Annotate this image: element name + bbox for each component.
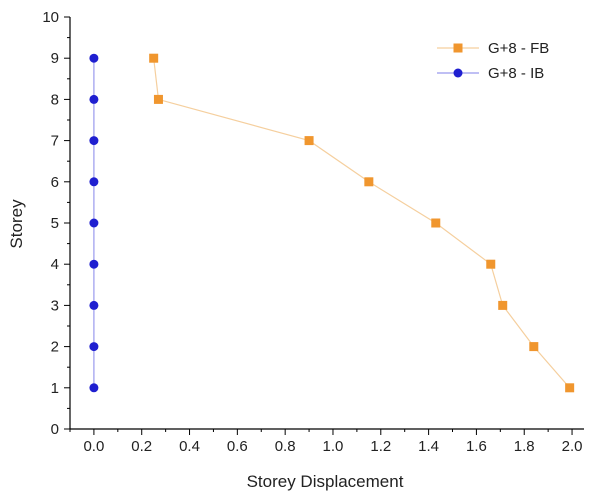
x-tick-label: 0.6 bbox=[227, 438, 248, 455]
legend-label: G+8 - FB bbox=[488, 40, 549, 57]
data-point-square bbox=[565, 383, 575, 393]
plot-series bbox=[89, 53, 575, 393]
data-point-circle bbox=[89, 53, 99, 63]
x-tick-label: 1.2 bbox=[370, 438, 391, 455]
data-point-square bbox=[153, 94, 163, 104]
x-tick-label: 1.6 bbox=[466, 438, 487, 455]
data-point-circle bbox=[89, 300, 99, 310]
y-tick-label: 9 bbox=[51, 50, 59, 67]
x-tick-label: 0.8 bbox=[275, 438, 296, 455]
y-tick-label: 1 bbox=[51, 380, 59, 397]
x-tick-label: 1.8 bbox=[514, 438, 535, 455]
series-fb bbox=[149, 53, 575, 393]
legend-marker-square bbox=[453, 43, 463, 53]
x-tick-label: 0.0 bbox=[83, 438, 104, 455]
y-tick-label: 4 bbox=[51, 256, 59, 273]
data-point-square bbox=[486, 259, 496, 269]
x-tick-label: 2.0 bbox=[562, 438, 583, 455]
x-tick-label: 1.0 bbox=[323, 438, 344, 455]
data-point-square bbox=[529, 342, 539, 352]
y-axis-title: Storey bbox=[7, 199, 26, 249]
axes: 0.0 0.2 0.4 0.6 0.8 1.0 1.2 1.4 1.6 1.8 2.0 0 1 2 3 4 5 6… bbox=[42, 9, 584, 455]
legend-item: G+8 - IB bbox=[437, 65, 544, 82]
data-point-circle bbox=[89, 177, 99, 187]
y-tick-label: 3 bbox=[51, 297, 59, 314]
series-ib bbox=[89, 53, 99, 393]
y-tick-label: 0 bbox=[51, 421, 59, 438]
data-point-circle bbox=[89, 259, 99, 269]
y-tick-label: 5 bbox=[51, 215, 59, 232]
legend-item: G+8 - FB bbox=[437, 40, 549, 57]
data-point-circle bbox=[89, 383, 99, 393]
y-tick-label: 2 bbox=[51, 339, 59, 356]
y-tick-label: 8 bbox=[51, 91, 59, 108]
data-point-circle bbox=[89, 136, 99, 146]
x-tick-label: 1.4 bbox=[418, 438, 439, 455]
data-point-circle bbox=[89, 342, 99, 352]
legend: G+8 - FB G+8 - IB bbox=[437, 40, 549, 82]
y-tick-label: 7 bbox=[51, 133, 59, 150]
x-axis-title: Storey Displacement bbox=[247, 472, 404, 491]
data-point-circle bbox=[89, 218, 99, 228]
data-point-square bbox=[304, 136, 314, 146]
legend-label: G+8 - IB bbox=[488, 65, 544, 82]
data-point-square bbox=[431, 218, 441, 228]
data-point-square bbox=[498, 300, 508, 310]
data-point-square bbox=[364, 177, 374, 187]
x-tick-label: 0.4 bbox=[179, 438, 200, 455]
data-point-square bbox=[149, 53, 159, 63]
y-tick-label: 10 bbox=[42, 9, 59, 26]
data-point-circle bbox=[89, 94, 99, 104]
legend-marker-circle bbox=[453, 68, 463, 78]
x-tick-label: 0.2 bbox=[131, 438, 152, 455]
y-tick-label: 6 bbox=[51, 174, 59, 191]
